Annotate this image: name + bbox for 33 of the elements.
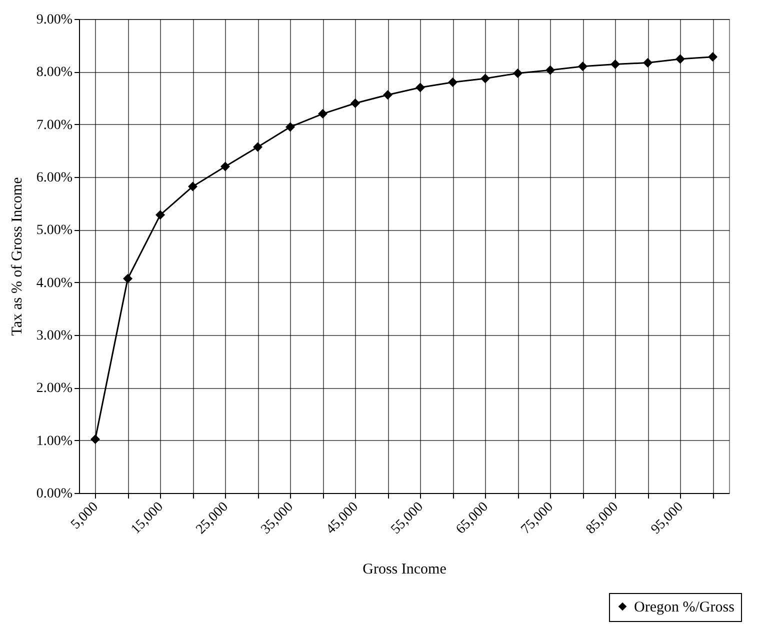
point — [318, 109, 328, 119]
point — [416, 82, 425, 92]
point — [253, 142, 262, 152]
point — [286, 122, 295, 132]
legend-label: Oregon %/Gross — [634, 600, 735, 616]
y-tick-label: 3.00% — [36, 328, 73, 344]
point — [90, 434, 100, 444]
point — [156, 210, 165, 220]
y-axis-title: Tax as % of Gross Income — [9, 176, 26, 336]
point — [480, 74, 490, 84]
point — [708, 52, 718, 62]
point — [350, 98, 360, 108]
point — [676, 54, 685, 64]
point — [610, 60, 620, 70]
y-tick-label: 6.00% — [36, 170, 73, 186]
point — [123, 274, 132, 284]
point — [643, 58, 652, 68]
y-tick-label: 5.00% — [36, 223, 73, 238]
point — [220, 162, 230, 172]
y-tick-label: 4.00% — [36, 276, 73, 291]
y-tick-label: 9.00% — [36, 12, 73, 28]
y-tick-label: 7.00% — [36, 118, 73, 133]
point — [188, 182, 198, 192]
point — [383, 90, 392, 100]
x-axis-title: Gross Income — [362, 562, 447, 578]
point — [546, 65, 555, 75]
y-tick-label: 0.00% — [36, 486, 73, 502]
point — [578, 62, 588, 72]
y-tick-label: 1.00% — [36, 434, 73, 449]
point — [448, 77, 458, 87]
y-tick-label: 2.00% — [36, 381, 73, 396]
y-tick-label: 8.00% — [36, 65, 73, 80]
point — [513, 68, 522, 78]
